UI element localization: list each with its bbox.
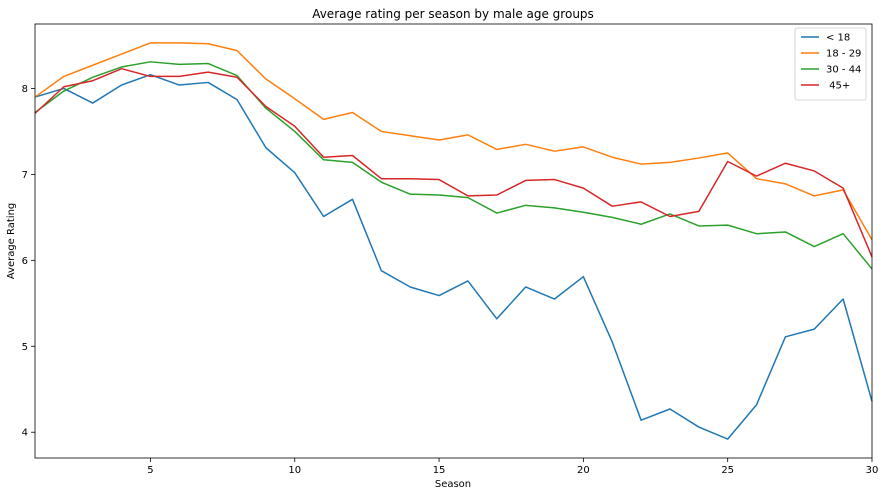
- x-tick-label: 10: [288, 465, 301, 476]
- legend-box: [794, 27, 867, 101]
- x-tick-label: 5: [147, 465, 153, 476]
- series-line-2: [34, 61, 873, 270]
- y-tick-label: 5: [22, 342, 28, 353]
- series-line-3: [34, 67, 873, 258]
- series-lines: [34, 42, 873, 440]
- x-axis-ticks: 5 10 15 20 25 30: [147, 458, 878, 476]
- x-axis-label: Season: [435, 479, 471, 490]
- legend-label-2: 30 - 44: [826, 65, 861, 76]
- y-tick-label: 4: [22, 428, 28, 439]
- y-axis-ticks: 4 5 6 7 8: [22, 84, 35, 439]
- x-tick-label: 20: [577, 465, 590, 476]
- y-tick-label: 7: [22, 170, 28, 181]
- y-tick-label: 8: [22, 84, 28, 95]
- x-tick-label: 30: [866, 465, 879, 476]
- series-line-1: [34, 42, 873, 241]
- x-tick-label: 15: [433, 465, 446, 476]
- y-axis-label: Average Rating: [6, 203, 17, 279]
- legend-label-3: 45+: [826, 81, 850, 92]
- y-tick-label: 6: [22, 256, 28, 267]
- series-line-0: [34, 73, 873, 440]
- legend-label-1: 18 - 29: [826, 49, 861, 60]
- x-tick-label: 25: [721, 465, 734, 476]
- plot-frame: [34, 23, 873, 459]
- legend-label-0: < 18: [826, 33, 850, 44]
- legend: < 18 18 - 29 30 - 44 45+: [794, 27, 867, 101]
- chart-title: Average rating per season by male age gr…: [312, 7, 594, 21]
